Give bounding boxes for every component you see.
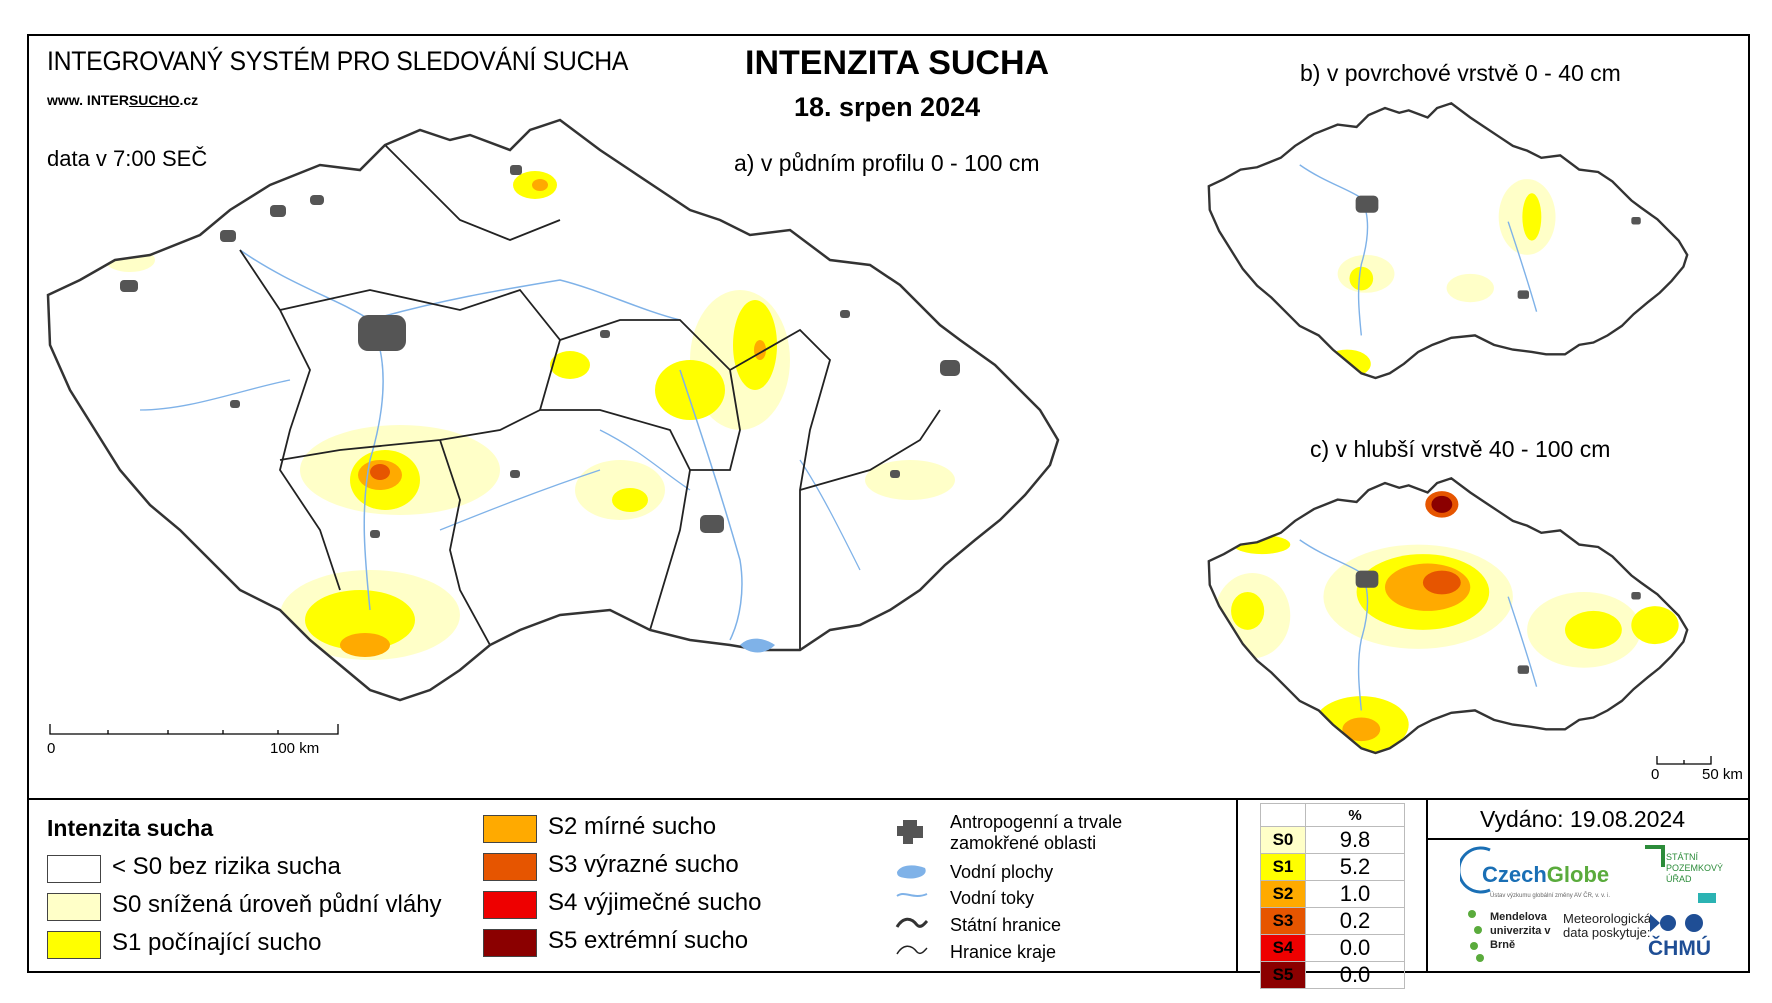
symbol-label-0: Antropogenní a trvale zamokřené oblasti <box>950 812 1123 853</box>
stats-percent-header: % <box>1305 803 1405 827</box>
meteo-data-label: Meteorologická data poskytuje: <box>1563 911 1652 940</box>
stats-row: S0 9.8 <box>1260 826 1405 854</box>
legend-swatch-6 <box>483 929 537 957</box>
stats-class: S4 <box>1260 934 1306 962</box>
region-border-icon <box>895 942 929 963</box>
stats-class: S0 <box>1260 826 1306 854</box>
legend-swatch-4 <box>483 853 537 881</box>
legend-swatch-3 <box>483 815 537 843</box>
spu-accent-icon <box>1698 893 1716 903</box>
website-url[interactable]: www. INTERSUCHO.cz <box>47 92 199 108</box>
small-scale-start: 0 <box>1651 766 1660 783</box>
small-scale-end: 50 km <box>1702 766 1743 783</box>
czechglobe-arc-icon <box>1460 846 1491 894</box>
map-frame <box>27 34 1750 973</box>
divider-stats <box>1236 798 1238 973</box>
stats-value: 0.0 <box>1305 934 1405 962</box>
river-icon <box>895 888 929 907</box>
main-scale-bar <box>49 724 339 735</box>
data-time-label: data v 7:00 SEČ <box>47 146 208 171</box>
deep-map-caption: c) v hlubší vrstvě 40 - 100 cm <box>1310 436 1611 462</box>
legend-label-0: < S0 bez rizika sucha <box>112 853 341 880</box>
spu-logo: STÁTNÍ POZEMKOVÝ ÚŘAD <box>1666 852 1724 884</box>
legend-label-1: S0 snížená úroveň půdní vláhy <box>112 891 442 918</box>
chmu-logo-icon <box>1650 914 1703 932</box>
legend-label-5: S4 výjimečné sucho <box>548 889 762 916</box>
drought-stats-table: % S0 9.8 S1 5.2 S2 1.0 S3 0.2 S4 0.0 S5 0.0 <box>1260 803 1405 989</box>
legend-swatch-1 <box>47 893 101 921</box>
deep-drought-map[interactable] <box>1205 470 1745 785</box>
stats-class: S5 <box>1260 961 1306 989</box>
surface-drought-map[interactable] <box>1205 95 1745 410</box>
czechglobe-subtitle: Ústav výzkumu globální změny AV ČR, v. v… <box>1490 893 1611 899</box>
surface-map-caption: b) v povrchové vrstvě 0 - 40 cm <box>1300 60 1621 86</box>
divider-issued-h <box>1428 838 1750 840</box>
mendel-dots-icon <box>1468 910 1484 962</box>
legend-label-2: S1 počínající sucho <box>112 929 322 956</box>
legend-label-6: S5 extrémní sucho <box>548 927 749 954</box>
small-scale-bar <box>1656 756 1712 765</box>
symbol-label-2: Vodní toky <box>950 888 1035 908</box>
stats-value: 9.8 <box>1305 826 1405 854</box>
mendel-logo: Mendelova univerzita v Brně <box>1490 911 1551 951</box>
main-drought-map[interactable] <box>40 110 1180 760</box>
issued-date: Vydáno: 19.08.2024 <box>1480 806 1686 832</box>
stats-row: S1 5.2 <box>1260 853 1405 881</box>
main-map-caption: a) v půdním profilu 0 - 100 cm <box>734 150 1040 176</box>
czechglobe-logo: CzechGlobe <box>1482 862 1610 887</box>
symbol-label-1: Vodní plochy <box>950 862 1054 882</box>
stats-row: S2 1.0 <box>1260 880 1405 908</box>
legend-swatch-2 <box>47 931 101 959</box>
stats-value: 0.0 <box>1305 961 1405 989</box>
symbol-label-3: Státní hranice <box>950 915 1062 935</box>
system-title: INTEGROVANÝ SYSTÉM PRO SLEDOVÁNÍ SUCHA <box>47 46 629 76</box>
page-title: INTENZITA SUCHA <box>745 44 1050 82</box>
legend-label-4: S3 výrazné sucho <box>548 851 739 878</box>
spu-logo-icon <box>1645 845 1665 867</box>
stats-header-row: % <box>1260 803 1405 827</box>
stats-class: S1 <box>1260 853 1306 881</box>
legend-swatch-5 <box>483 891 537 919</box>
stats-row: S3 0.2 <box>1260 907 1405 935</box>
stats-row: S4 0.0 <box>1260 934 1405 962</box>
stats-value: 0.2 <box>1305 907 1405 935</box>
urban-area-icon <box>895 816 925 851</box>
state-border-icon <box>895 915 929 936</box>
legend-divider <box>27 798 1750 800</box>
stats-row: S5 0.0 <box>1260 961 1405 989</box>
symbol-label-4: Hranice kraje <box>950 942 1057 962</box>
stats-class: S3 <box>1260 907 1306 935</box>
stats-value: 1.0 <box>1305 880 1405 908</box>
map-date: 18. srpen 2024 <box>794 92 981 122</box>
divider-issued <box>1426 798 1428 973</box>
legend-swatch-0 <box>47 855 101 883</box>
legend-title: Intenzita sucha <box>47 815 214 841</box>
stats-class: S2 <box>1260 880 1306 908</box>
main-scale-end: 100 km <box>270 740 320 757</box>
main-scale-start: 0 <box>47 740 56 757</box>
chmu-logo: ČHMÚ <box>1648 937 1711 960</box>
legend-label-3: S2 mírné sucho <box>548 813 717 840</box>
stats-value: 5.2 <box>1305 853 1405 881</box>
water-body-icon <box>895 862 929 887</box>
